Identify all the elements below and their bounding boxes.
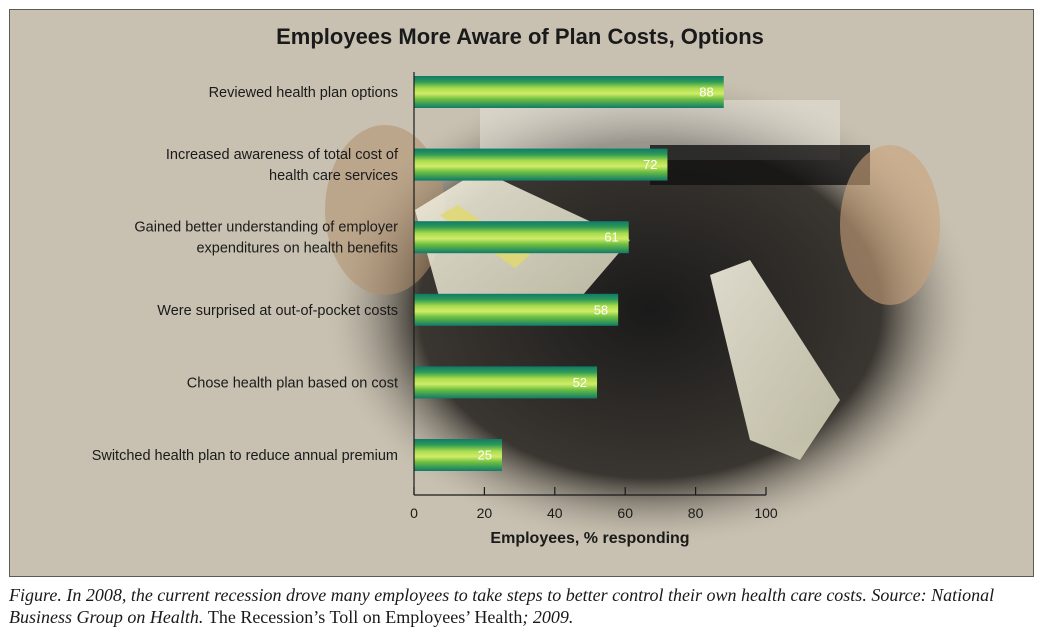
bar-3 [414, 293, 619, 326]
bar-value-label-5: 25 [478, 448, 492, 463]
x-tick-label: 60 [617, 505, 633, 521]
bar-4 [414, 366, 598, 399]
caption-year: ; 2009. [522, 607, 574, 627]
bar-value-label-1: 72 [643, 157, 657, 172]
category-label-line: expenditures on health benefits [196, 241, 398, 257]
bar-value-label-0: 88 [699, 85, 713, 100]
bar-value-label-4: 52 [573, 375, 587, 390]
category-label-4: Chose health plan based on cost [187, 375, 398, 391]
photo-money-bill [710, 260, 840, 460]
x-tick-label: 80 [688, 505, 704, 521]
category-label-5: Switched health plan to reduce annual pr… [92, 448, 398, 464]
bar-value-label-3: 58 [594, 302, 608, 317]
category-label-line: Gained better understanding of employer [134, 220, 398, 236]
x-tick-label: 20 [477, 505, 493, 521]
bar-value-label-2: 61 [604, 230, 618, 245]
bar-chart: 88 Reviewed health plan options 72 Increase… [92, 72, 778, 547]
bar-5 [414, 439, 502, 471]
x-tick-label: 40 [547, 505, 563, 521]
category-label-1: Increased awareness of total cost of heal… [166, 147, 399, 184]
category-label-0: Reviewed health plan options [209, 85, 398, 101]
category-label-line: Reviewed health plan options [209, 85, 398, 101]
bar-0 [414, 76, 724, 108]
caption-report-title: The Recession’s Toll on Employees’ Healt… [207, 607, 523, 627]
chart-title: Employees More Aware of Plan Costs, Opti… [276, 24, 764, 49]
x-tick-label: 100 [754, 505, 778, 521]
x-tick-label: 0 [410, 505, 418, 521]
bar-2 [414, 221, 629, 254]
x-axis-label: Employees, % responding [490, 530, 689, 547]
category-label-line: Switched health plan to reduce annual pr… [92, 448, 398, 464]
category-label-3: Were surprised at out-of-pocket costs [157, 303, 398, 319]
category-label-line: Were surprised at out-of-pocket costs [157, 303, 398, 319]
category-label-2: Gained better understanding of employer e… [134, 220, 398, 257]
photo-belt [650, 145, 870, 185]
category-label-line: health care services [269, 168, 398, 184]
photo-right-hand [840, 145, 940, 305]
caption-text: Figure. In 2008, the current recession d… [9, 585, 995, 627]
category-label-line: Increased awareness of total cost of [166, 147, 399, 163]
category-label-line: Chose health plan based on cost [187, 375, 398, 391]
bar-1 [414, 148, 668, 181]
figure-caption: Figure. In 2008, the current recession d… [9, 584, 1049, 628]
